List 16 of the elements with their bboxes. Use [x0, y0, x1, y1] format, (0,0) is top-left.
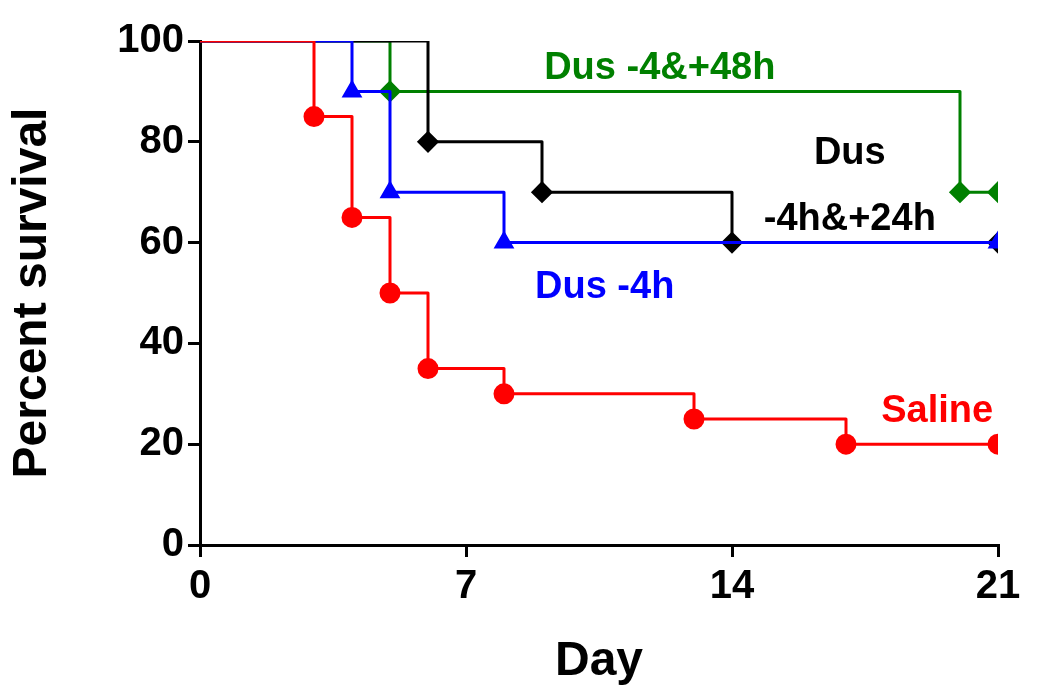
series-label: Dus -4h&+24h: [763, 129, 936, 238]
series-label: Saline: [881, 388, 994, 431]
series-label: Dus -4h: [535, 263, 675, 306]
x-axis-title: Day: [554, 632, 644, 686]
x-tick-label: 21: [975, 562, 1021, 607]
y-tick-label: 20: [139, 419, 184, 464]
series-label: Dus -4&+48h: [544, 44, 776, 87]
y-tick-label: 100: [117, 16, 184, 61]
y-tick-label: 0: [161, 520, 184, 565]
y-axis-title: Percent survival: [3, 107, 57, 479]
y-tick-label: 60: [139, 217, 184, 262]
x-tick-label: 14: [709, 562, 755, 607]
x-tick-label: 0: [188, 562, 212, 607]
y-tick-label: 80: [139, 116, 184, 161]
x-tick-label: 7: [454, 562, 478, 607]
y-tick-label: 40: [139, 318, 184, 363]
